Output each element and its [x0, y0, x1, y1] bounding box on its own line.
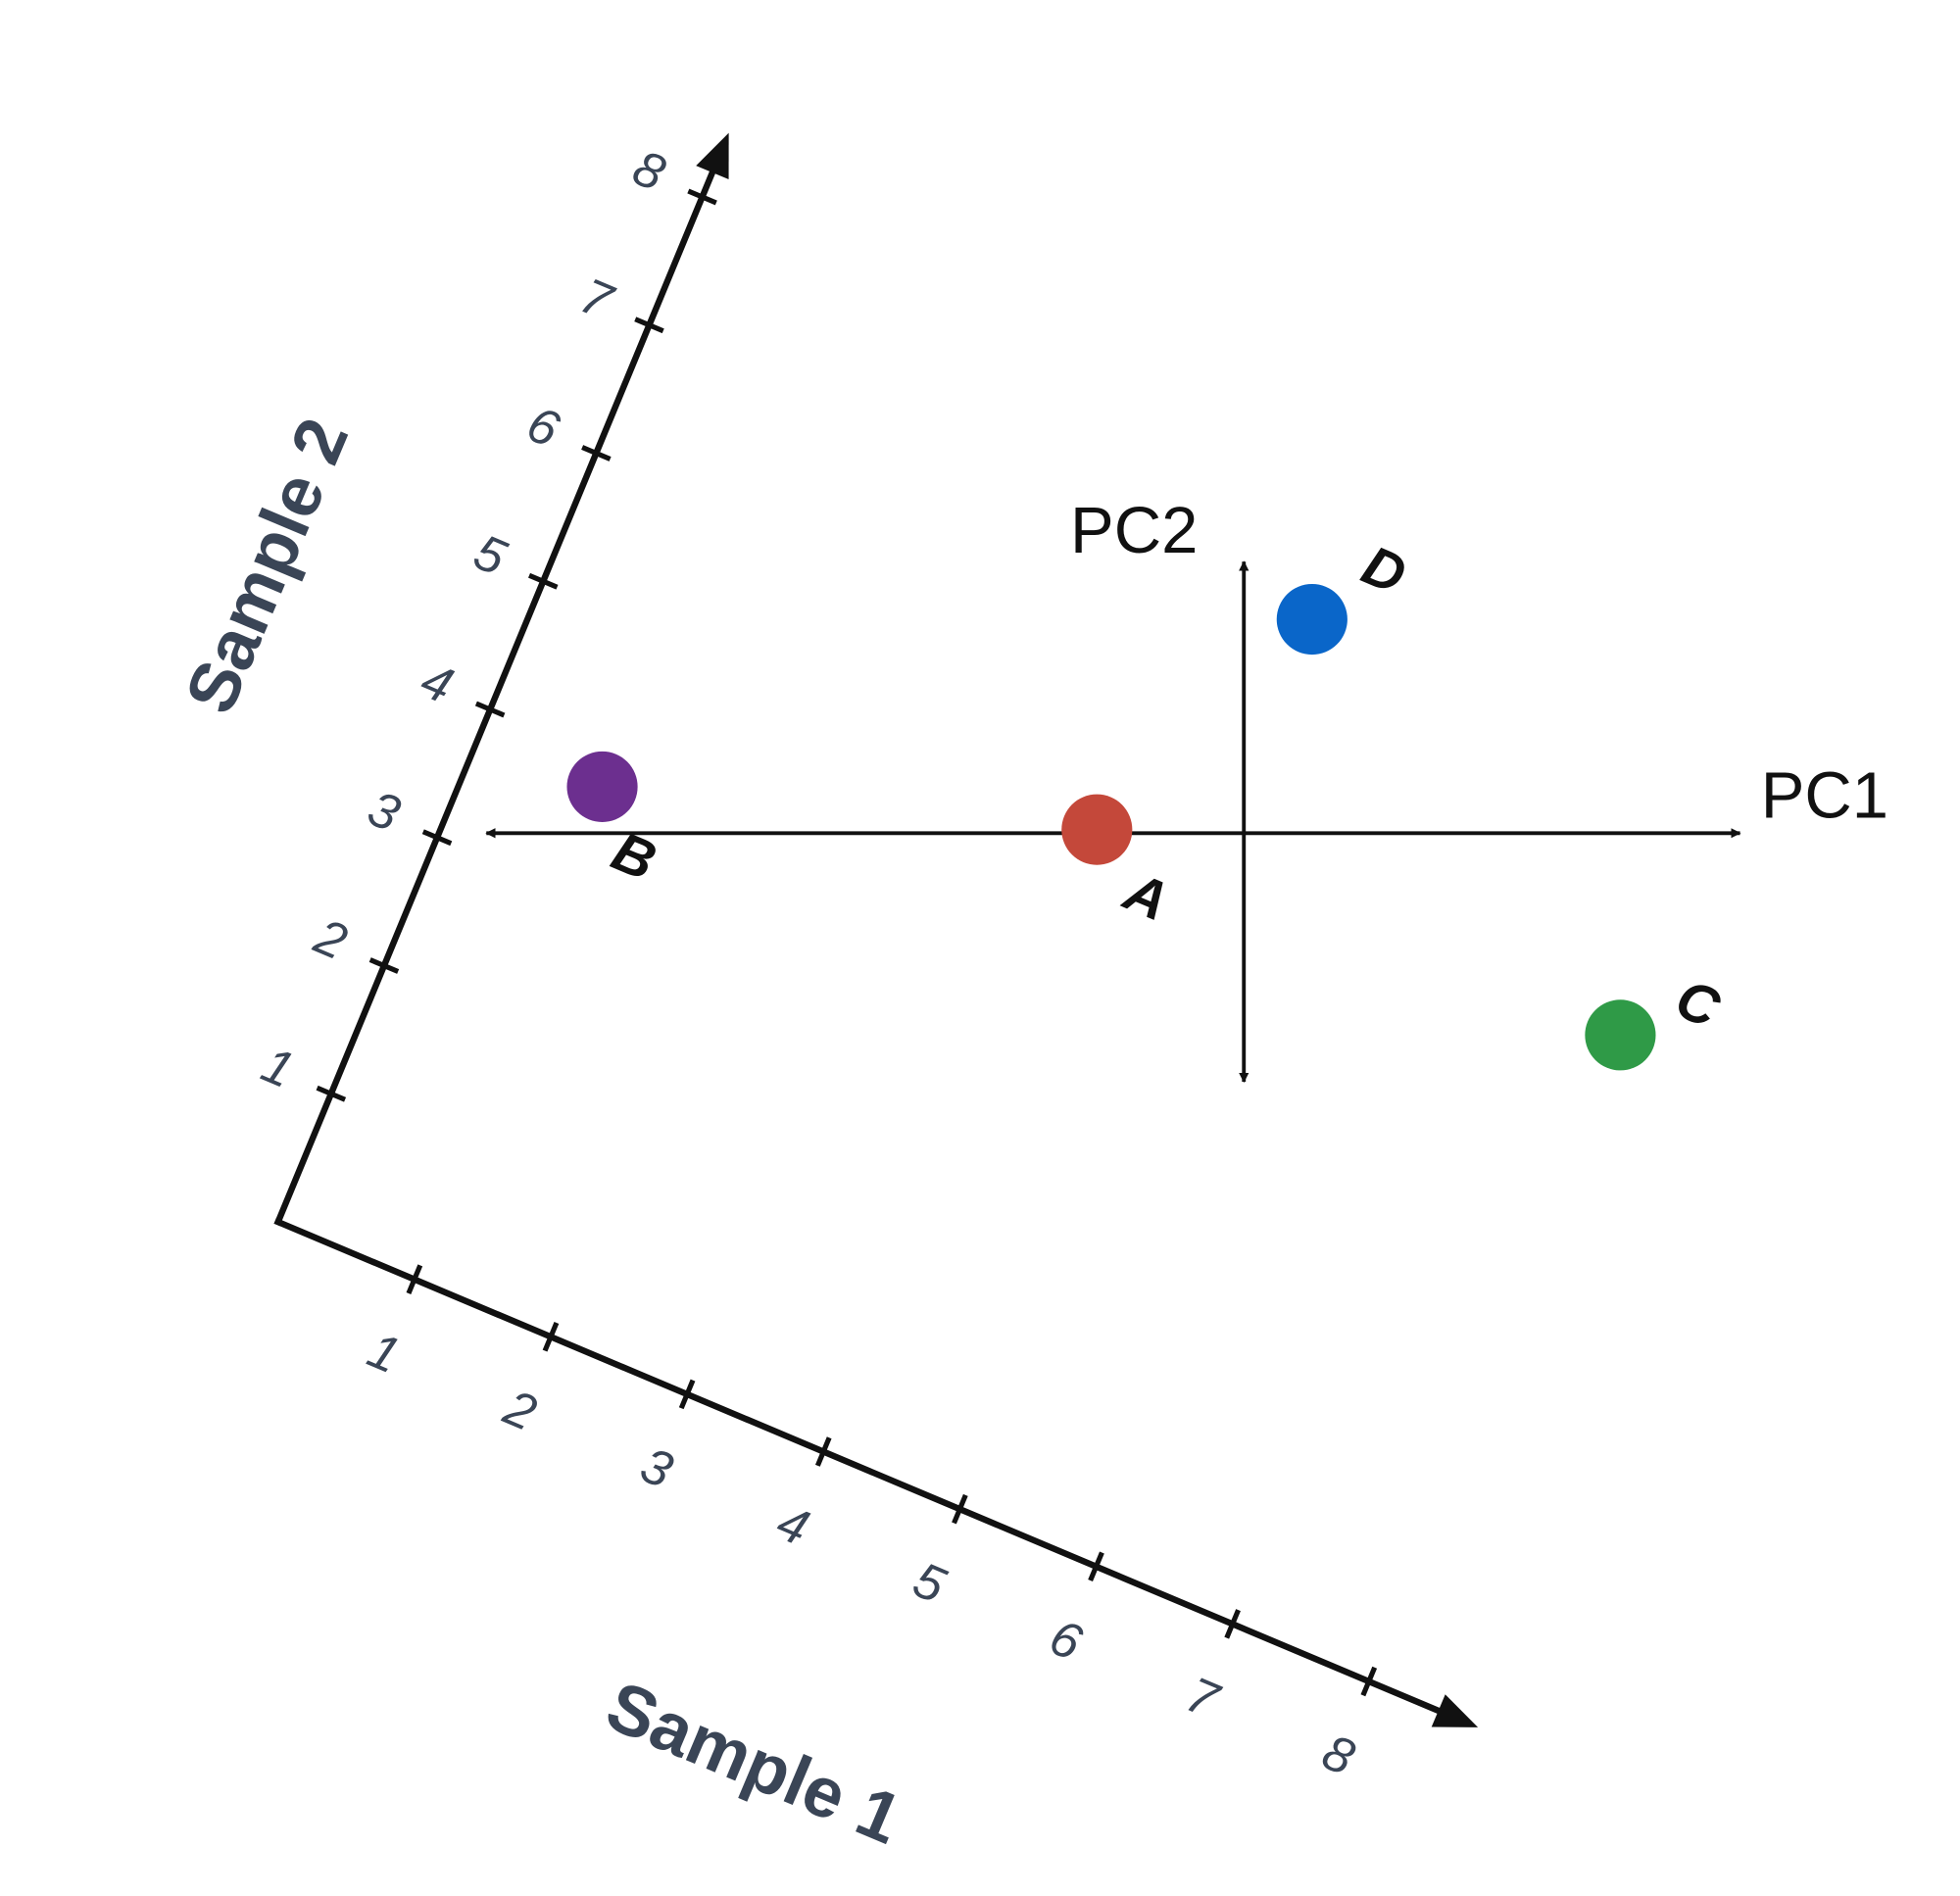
x-axis	[273, 1217, 1459, 1723]
y-tick	[687, 188, 717, 206]
x-tick	[952, 1493, 968, 1525]
x-axis-head	[1431, 1694, 1479, 1727]
x-tick	[678, 1379, 696, 1410]
y-tick-label: 5	[466, 522, 514, 586]
y-tick	[421, 829, 453, 847]
x-tick	[406, 1264, 423, 1294]
x-tick	[1360, 1666, 1378, 1697]
y-tick	[474, 701, 506, 718]
x-tick	[1088, 1551, 1104, 1582]
y-tick	[634, 316, 664, 334]
pc2-label: PC2	[1070, 494, 1198, 567]
x-tick	[1224, 1609, 1241, 1639]
x-tick	[814, 1436, 832, 1467]
y-tick-label: 7	[572, 267, 622, 330]
x-tick-label: 1	[361, 1321, 409, 1385]
y-tick-label: 4	[414, 651, 462, 714]
y-tick-label: 3	[361, 779, 409, 843]
y-axis-head	[696, 132, 729, 179]
x-tick-label: 4	[769, 1493, 817, 1557]
x-tick	[542, 1322, 560, 1352]
point	[1585, 999, 1656, 1071]
y-tick	[528, 572, 559, 590]
x-tick-label: 2	[496, 1378, 545, 1441]
point	[1276, 583, 1348, 656]
x-axis-title: Sample 1	[596, 1667, 912, 1860]
point-label: C	[1667, 968, 1729, 1041]
point-label: A	[1114, 860, 1177, 934]
y-tick-label: 6	[519, 395, 567, 459]
pc1-label: PC1	[1761, 758, 1888, 832]
x-tick-label: 6	[1042, 1608, 1090, 1672]
y-axis-title: Sample 2	[171, 408, 364, 724]
y-tick	[368, 957, 400, 974]
point	[1061, 794, 1133, 865]
y-tick-label: 2	[307, 906, 356, 970]
y-tick	[581, 445, 612, 462]
y-tick	[316, 1085, 347, 1102]
x-tick-label: 5	[906, 1550, 954, 1614]
y-tick-label: 8	[625, 138, 673, 202]
y-tick-label: 1	[254, 1036, 302, 1099]
x-tick-label: 8	[1315, 1723, 1363, 1786]
y-axis	[273, 152, 723, 1227]
x-tick-label: 7	[1178, 1665, 1228, 1728]
point	[566, 751, 638, 822]
x-tick-label: 3	[633, 1435, 681, 1499]
point-label: D	[1353, 534, 1414, 607]
